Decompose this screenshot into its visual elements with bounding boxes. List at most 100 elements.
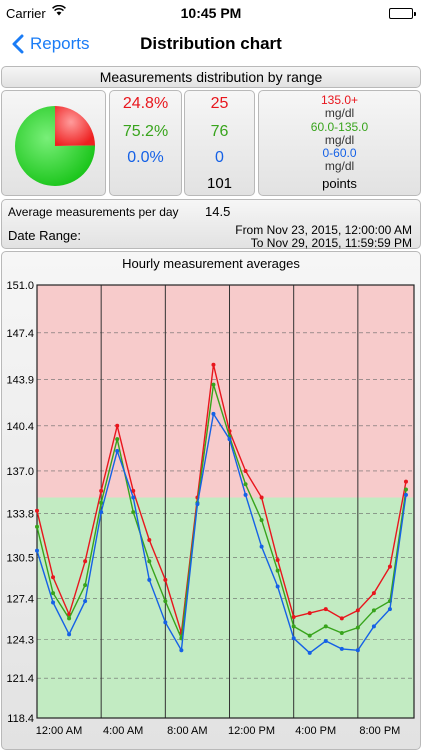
- x-tick-label: 12:00 AM: [36, 725, 82, 737]
- series-point: [67, 632, 72, 637]
- x-tick-label: 4:00 AM: [103, 725, 143, 737]
- series-point: [355, 625, 360, 630]
- series-line-0: [36, 364, 407, 634]
- section-header: Measurements distribution by range: [1, 66, 421, 88]
- series-point: [115, 423, 120, 428]
- high-range-band: [37, 285, 414, 498]
- hourly-averages-chart: 151.0 147.4 143.9 140.4 137.0 133.8 130.5 127.4…: [6, 280, 415, 737]
- date-range-from: From Nov 23, 2015, 12:00:00 AM: [235, 223, 412, 237]
- series-point: [163, 599, 168, 604]
- normal-percent: 75.2%: [122, 123, 169, 140]
- range-legend-panel: 135.0+ mg/dl 60.0-135.0 mg/dl 0-60.0 mg/…: [258, 90, 421, 196]
- distribution-pie-panel: [1, 90, 106, 196]
- navigation-bar: Reports Distribution chart: [0, 28, 422, 62]
- series-point: [131, 510, 136, 515]
- series-point: [163, 577, 168, 582]
- series-point: [83, 599, 88, 604]
- status-time: 10:45 PM: [180, 5, 242, 21]
- series-point: [403, 479, 408, 484]
- low-percent: 0.0%: [127, 149, 164, 166]
- y-tick-label: 147.4: [6, 328, 34, 340]
- y-tick-label: 127.4: [6, 593, 34, 605]
- date-range-to: To Nov 29, 2015, 11:59:59 PM: [250, 236, 412, 250]
- series-point: [163, 620, 168, 625]
- series-point: [323, 607, 328, 612]
- back-button-label: Reports: [30, 34, 90, 53]
- series-point: [371, 608, 376, 613]
- series-point: [323, 638, 328, 643]
- high-range-unit: mg/dl: [324, 106, 355, 120]
- series-point: [387, 564, 392, 569]
- series-point: [115, 437, 120, 442]
- series-point: [211, 362, 216, 367]
- series-point: [371, 591, 376, 596]
- y-tick-label: 133.8: [6, 508, 34, 520]
- normal-range-label: 60.0-135.0: [310, 120, 369, 134]
- series-point: [243, 492, 248, 497]
- low-range-label: 0-60.0: [322, 146, 357, 160]
- average-value: 14.5: [205, 204, 231, 219]
- series-point: [211, 411, 216, 416]
- battery-icon: [389, 8, 416, 19]
- series-point: [51, 600, 56, 605]
- plot-frame: [36, 284, 415, 719]
- x-tick-label: 12:00 PM: [228, 725, 275, 737]
- series-point: [243, 482, 248, 487]
- series-point: [99, 510, 104, 515]
- series-point: [131, 495, 136, 500]
- normal-range-unit: mg/dl: [324, 133, 355, 147]
- percent-panel: 24.8% 75.2% 0.0%: [109, 90, 182, 196]
- series-point: [291, 615, 296, 620]
- count-panel: 25 76 0 101: [184, 90, 255, 196]
- series-point: [147, 538, 152, 543]
- y-tick-label: 137.0: [6, 466, 34, 478]
- series-point: [35, 508, 39, 513]
- pie-slice-high: [55, 106, 95, 146]
- status-bar: Carrier 10:45 PM: [0, 0, 422, 28]
- series-point: [275, 568, 280, 573]
- series-point: [307, 650, 312, 655]
- back-button[interactable]: Reports: [12, 30, 90, 58]
- x-tick-label: 8:00 PM: [359, 725, 400, 737]
- pie-slice-normal: [15, 106, 96, 186]
- series-point: [275, 557, 280, 562]
- y-tick-label: 124.3: [6, 635, 34, 647]
- y-tick-label: 151.0: [6, 280, 34, 292]
- series-point: [339, 646, 344, 651]
- y-tick-label: 140.4: [6, 421, 34, 433]
- series-point: [371, 624, 376, 629]
- series-point: [339, 630, 344, 635]
- series-point: [51, 575, 56, 580]
- chart-title: Hourly measurement averages: [122, 256, 300, 271]
- series-point: [147, 577, 152, 582]
- page-title: Distribution chart: [140, 34, 282, 53]
- series-point: [35, 524, 39, 529]
- distribution-pie-chart: [15, 106, 96, 186]
- high-percent: 24.8%: [122, 95, 169, 112]
- series-line-2: [36, 411, 407, 654]
- series-point: [115, 449, 120, 454]
- series-point: [323, 624, 328, 629]
- series-point: [355, 608, 360, 613]
- low-range-unit: mg/dl: [324, 159, 355, 173]
- series-point: [83, 583, 88, 588]
- series-point: [307, 633, 312, 638]
- series-point: [51, 591, 56, 596]
- series-point: [259, 518, 264, 523]
- normal-range-band: [37, 497, 414, 718]
- series-point: [99, 488, 104, 493]
- high-range-label: 135.0+: [320, 93, 359, 107]
- x-tick-label: 8:00 AM: [167, 725, 207, 737]
- y-tick-label: 118.4: [7, 713, 34, 725]
- y-tick-label: 121.4: [6, 673, 34, 685]
- series-point: [355, 648, 360, 653]
- series-point: [387, 607, 392, 612]
- series-point: [291, 624, 296, 629]
- total-count: 101: [206, 175, 233, 192]
- series-point: [339, 616, 344, 621]
- series-point: [179, 648, 184, 653]
- y-tick-label: 130.5: [6, 552, 34, 564]
- series-line-1: [36, 384, 407, 641]
- series-point: [259, 544, 264, 549]
- series-point: [227, 437, 232, 442]
